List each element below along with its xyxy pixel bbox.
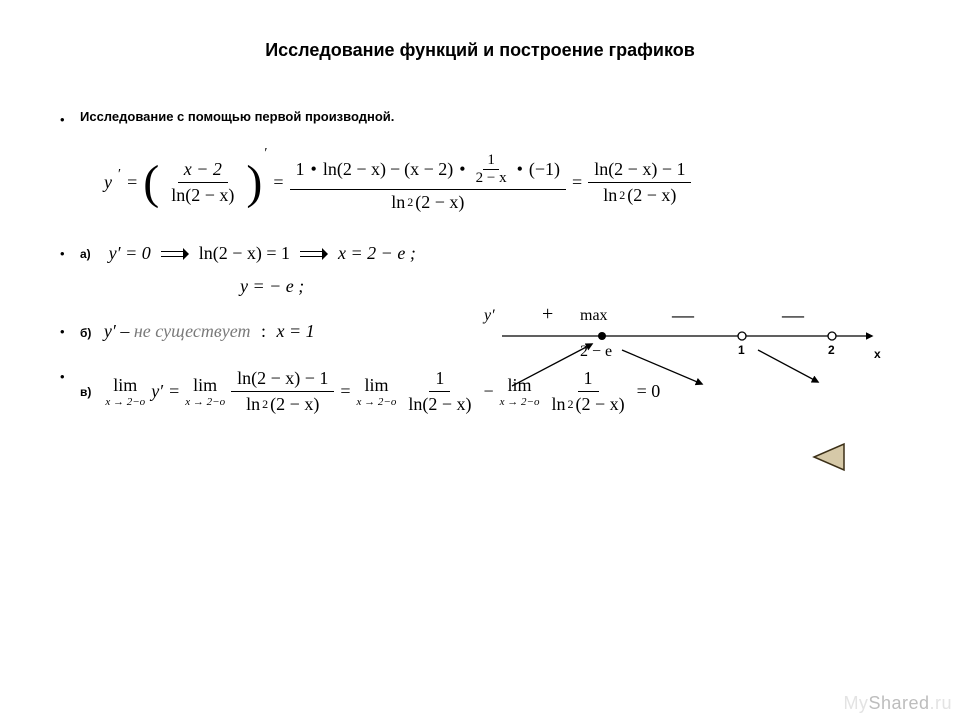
svg-text:—: — <box>781 302 805 327</box>
eq1-m-1: 1 <box>296 159 305 180</box>
page-title: Исследование функций и построение график… <box>60 40 900 61</box>
eq1-eq2: = <box>273 172 283 193</box>
eq1-rhs-den-ln: ln <box>603 185 617 206</box>
c-lim1-sub: x → 2−o <box>105 396 145 408</box>
eq1-outer-prime: ′ <box>264 146 267 162</box>
wm-hl: Shared <box>868 693 929 713</box>
eq1-paren-num: x − 2 <box>178 157 228 183</box>
c-frac1-d-ln: ln <box>246 394 260 415</box>
b-colon: : <box>261 321 266 341</box>
c-frac1-n: ln(2 − x) − 1 <box>231 366 334 392</box>
a-s1: y′ = 0 <box>109 243 151 264</box>
eq1-rhs-frac: ln(2 − x) − 1 ln2(2 − x) <box>588 157 691 208</box>
eq1-m-dot2: • <box>457 159 467 180</box>
eq1-rparen: ) <box>246 159 262 207</box>
eq1-paren-frac: x − 2 ln(2 − x) <box>165 157 240 208</box>
c-eq2: = <box>340 381 350 402</box>
eq1-m-den-sup: 2 <box>407 195 413 210</box>
c-lim2-sub: x → 2−o <box>185 396 225 408</box>
bullet-subtitle: • Исследование с помощью первой производ… <box>60 109 900 126</box>
eq1-m-smfrac: 1 2 − x <box>472 152 511 187</box>
sign-diagram: y′ + max — — 2 − e 1 2 x <box>472 300 892 390</box>
c-lim3: lim x → 2−o <box>357 375 397 408</box>
b-dash: – <box>120 321 129 341</box>
wm-right: .ru <box>929 693 952 713</box>
c-yprime: y′ <box>151 381 163 402</box>
bullet-dot-a: • <box>60 247 66 260</box>
svg-text:—: — <box>671 302 695 327</box>
c-frac3-d-arg: (2 − x) <box>575 394 624 415</box>
eq1-eq1: = <box>127 172 137 193</box>
eq1-m-den-ln: ln <box>391 192 405 213</box>
c-frac3-d-ln: ln <box>551 394 565 415</box>
bullet-dot-c: • <box>60 370 66 383</box>
wm-left: My <box>843 693 868 713</box>
svg-text:x: x <box>874 347 881 361</box>
b-x: x = 1 <box>276 321 314 341</box>
c-frac1: ln(2 − x) − 1 ln2(2 − x) <box>231 366 334 417</box>
bullet-dot: • <box>60 113 66 126</box>
double-arrow-icon <box>161 250 189 258</box>
c-frac3-d-sup: 2 <box>567 397 573 412</box>
back-button[interactable] <box>810 442 846 472</box>
eq1-m-smfrac-n: 1 <box>483 152 499 170</box>
eq1-prime: ′ <box>118 167 121 183</box>
eq1-rhs-den-sup: 2 <box>619 188 625 203</box>
eq1-paren-den: ln(2 − x) <box>165 183 240 208</box>
svg-text:max: max <box>580 307 608 324</box>
eq1-m-tail: (−1) <box>529 159 560 180</box>
c-frac2: 1 ln(2 − x) <box>402 366 477 417</box>
eq1-middle-frac: 1 • ln(2 − x) − (x − 2) • 1 2 − x • (−1)… <box>290 150 566 215</box>
c-frac2-d: ln(2 − x) <box>402 392 477 417</box>
c-frac1-d-sup: 2 <box>262 397 268 412</box>
c-lim1: lim x → 2−o <box>105 375 145 408</box>
a-s3: x = 2 − e ; <box>338 243 416 264</box>
watermark: MyShared.ru <box>843 693 952 714</box>
eq1-m-dot3: • <box>515 159 525 180</box>
c-lim4-sub: x → 2−o <box>500 396 540 408</box>
label-a: а) <box>80 247 91 261</box>
a-s2: ln(2 − x) = 1 <box>199 243 290 264</box>
c-lim3-sub: x → 2−o <box>357 396 397 408</box>
label-b: б) <box>80 326 91 340</box>
b-yprime: y′ <box>104 321 116 341</box>
eq1-m-parx: (x − 2) <box>404 159 453 180</box>
equation-derivative: y′ = ( x − 2 ln(2 − x) ) ′ = 1 • ln(2 − … <box>104 150 900 215</box>
eq1-rhs-den-arg: (2 − x) <box>627 185 676 206</box>
label-c: в) <box>80 385 91 399</box>
svg-text:y′: y′ <box>482 307 495 324</box>
eq1-rhs-num: ln(2 − x) − 1 <box>588 157 691 183</box>
svg-text:2 − e: 2 − e <box>580 343 612 360</box>
svg-text:1: 1 <box>738 343 745 357</box>
svg-text:2: 2 <box>828 343 835 357</box>
c-lim2-top: lim <box>193 375 217 396</box>
eq1-m-dot1: • <box>309 159 319 180</box>
triangle-left-icon <box>810 442 846 472</box>
eq1-lparen: ( <box>143 159 159 207</box>
c-frac2-n: 1 <box>429 366 450 392</box>
bullet-dot-b: • <box>60 325 66 338</box>
c-lim2: lim x → 2−o <box>185 375 225 408</box>
eq1-m-ln: ln(2 − x) <box>323 159 386 180</box>
eq1-y: y <box>104 172 112 193</box>
eq1-m-den-arg: (2 − x) <box>415 192 464 213</box>
eq1-m-smfrac-d: 2 − x <box>472 170 511 187</box>
eq1-eq3: = <box>572 172 582 193</box>
double-arrow-icon <box>300 250 328 258</box>
c-lim3-top: lim <box>364 375 388 396</box>
section-subtitle: Исследование с помощью первой производно… <box>80 109 900 124</box>
eq1-m-minus: − <box>390 159 400 180</box>
c-frac1-d-arg: (2 − x) <box>270 394 319 415</box>
a-s4: y = − e ; <box>240 276 900 297</box>
bullet-a: • а) y′ = 0 ln(2 − x) = 1 x = 2 − e ; y … <box>60 243 900 297</box>
svg-text:+: + <box>542 303 553 325</box>
b-gray: не существует <box>134 321 251 341</box>
c-eq1: = <box>169 381 179 402</box>
c-lim1-top: lim <box>113 375 137 396</box>
